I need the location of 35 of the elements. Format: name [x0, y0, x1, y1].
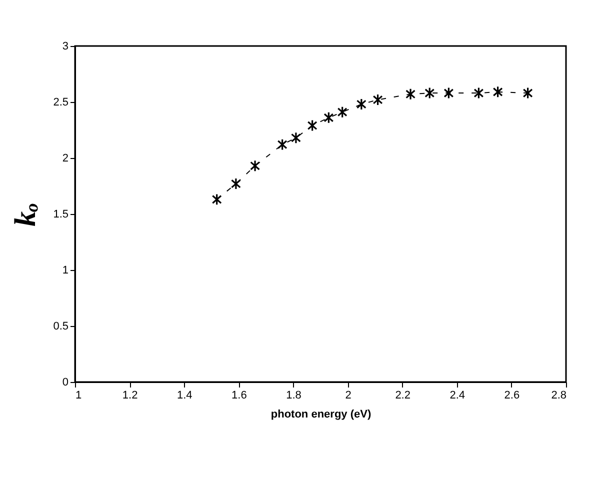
y-tick-label: 0	[62, 376, 68, 388]
x-tick-label: 2.8	[551, 390, 566, 402]
y-tick-label: 0.5	[53, 320, 68, 332]
point	[492, 86, 503, 98]
y-axis-title: kₒ	[9, 202, 42, 226]
x-tick-label: 2.2	[395, 390, 410, 402]
point	[324, 112, 334, 124]
point	[337, 106, 348, 118]
point	[522, 86, 533, 100]
point	[474, 86, 484, 100]
point	[277, 138, 288, 151]
point	[307, 119, 318, 132]
x-tick-label: 2.6	[504, 390, 520, 402]
x-tick-label: 1.6	[232, 390, 247, 402]
y-tick-label: 3	[62, 40, 68, 52]
point	[290, 132, 301, 144]
y-tick-label: 2.5	[53, 96, 68, 108]
x-tick-label: 1.4	[176, 390, 192, 402]
x-axis-title: photon energy (eV)	[270, 408, 372, 420]
point	[406, 88, 416, 100]
x-tick-label: 1.2	[122, 390, 138, 402]
point	[424, 86, 435, 100]
point	[444, 86, 454, 100]
x-tick-label: 1	[76, 390, 82, 402]
point	[250, 160, 260, 172]
point	[356, 98, 366, 110]
x-tick-label: 2	[345, 390, 352, 402]
y-tick-label: 1.5	[53, 208, 68, 220]
y-tick-label: 2	[62, 152, 68, 164]
x-tick-label: 2.4	[450, 390, 466, 402]
y-tick-label: 1	[62, 264, 68, 276]
point	[372, 94, 383, 106]
x-tick-label: 1.8	[286, 390, 302, 402]
point	[230, 178, 241, 190]
point	[212, 193, 222, 206]
